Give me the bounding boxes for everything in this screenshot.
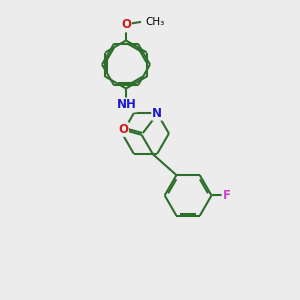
Text: O: O [118,123,128,136]
Text: O: O [121,18,131,32]
Text: N: N [152,107,162,120]
Text: F: F [223,189,230,202]
Text: CH₃: CH₃ [145,17,164,27]
Text: NH: NH [117,98,136,112]
